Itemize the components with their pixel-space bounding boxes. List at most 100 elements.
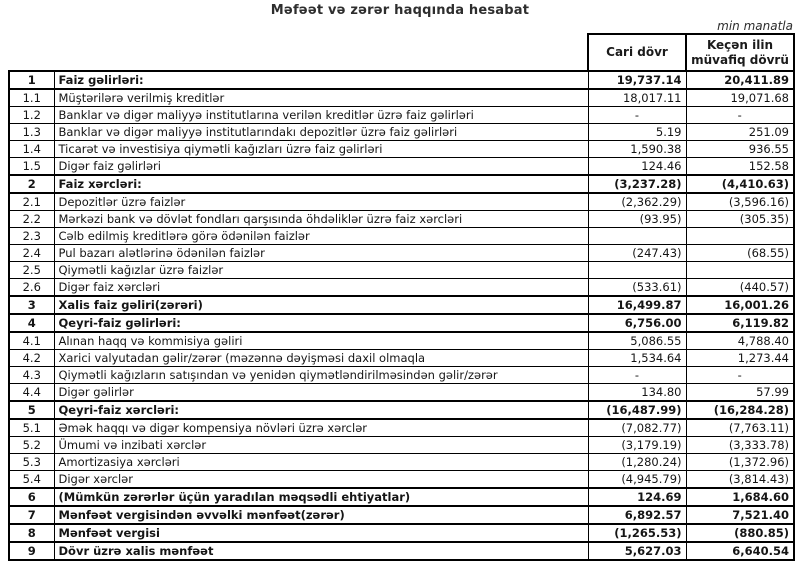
row-label: (Mümkün zərərlər üçün yaradılan məqsədli… [53, 487, 589, 507]
row-number: 2.3 [8, 227, 55, 245]
table-row: 5.3 Amortizasiya xərcləri (1,280.24) (1,… [8, 453, 795, 471]
previous-period-value: 20,411.89 [685, 70, 795, 90]
row-number: 1.3 [8, 123, 55, 141]
previous-period-value: (1,372.96) [685, 453, 795, 471]
current-period-value: (93.95) [587, 210, 687, 228]
table-row: 4.1 Alınan haqq və kommisiya gəliri 5,08… [8, 331, 795, 350]
table-row: 4 Qeyri-faiz gəlirləri: 6,756.00 6,119.8… [8, 313, 795, 333]
previous-period-value: 936.55 [685, 140, 795, 158]
table-row: 1 Faiz gəlirləri: 19,737.14 20,411.89 [8, 70, 795, 90]
row-label: Əmək haqqı və digər kompensiya növləri ü… [53, 418, 589, 437]
row-number: 1.5 [8, 157, 55, 176]
row-number: 5.4 [8, 470, 55, 489]
row-label: Mərkəzi bank və dövlət fondları qarşısın… [53, 210, 589, 228]
table-row: 2.6 Digər faiz xərcləri (533.61) (440.57… [8, 278, 795, 297]
current-period-value: 16,499.87 [587, 295, 687, 315]
row-label: Amortizasiya xərcləri [53, 453, 589, 471]
header-spacer [9, 34, 588, 71]
table-row: 4.4 Digər gəlirlər 134.80 57.99 [8, 383, 795, 402]
previous-period-value [685, 227, 795, 245]
previous-period-value: 19,071.68 [685, 88, 795, 107]
previous-period-value: 7,521.40 [685, 505, 795, 525]
previous-period-value: 4,788.40 [685, 331, 795, 350]
row-number: 1.1 [8, 88, 55, 107]
column-header-current-period: Cari dövr [587, 33, 687, 72]
table-row: 1.4 Ticarət və investisiya qiymətli kağı… [8, 140, 795, 158]
row-number: 5.3 [8, 453, 55, 471]
previous-period-value: 152.58 [685, 157, 795, 176]
table-row: 2 Faiz xərcləri: (3,237.28) (4,410.63) [8, 174, 795, 194]
previous-period-value [685, 261, 795, 279]
table-row: 2.5 Qiymətli kağızlar üzrə faizlər [8, 261, 795, 279]
current-period-value: 124.46 [587, 157, 687, 176]
row-label: Digər gəlirlər [53, 383, 589, 402]
row-label: Ticarət və investisiya qiymətli kağızlar… [53, 140, 589, 158]
current-period-value: 1,534.64 [587, 349, 687, 367]
row-number: 2.1 [8, 192, 55, 211]
row-number: 9 [8, 541, 55, 561]
table-row: 2.2 Mərkəzi bank və dövlət fondları qarş… [8, 210, 795, 228]
row-number: 1.2 [8, 106, 55, 124]
row-label: Müştərilərə verilmiş kreditlər [53, 88, 589, 107]
current-period-value: (3,237.28) [587, 174, 687, 194]
current-period-value: (1,280.24) [587, 453, 687, 471]
row-label: Digər faiz gəlirləri [53, 157, 589, 176]
profit-loss-table: Cari dövr Keçən ilin müvafiq dövrü 1 Fai… [8, 33, 795, 561]
row-number: 2.5 [8, 261, 55, 279]
row-number: 4.4 [8, 383, 55, 402]
previous-period-value: 1,684.60 [685, 487, 795, 507]
row-number: 7 [8, 505, 55, 525]
previous-period-value: 251.09 [685, 123, 795, 141]
table-row: 3 Xalis faiz gəliri(zərəri) 16,499.87 16… [8, 295, 795, 315]
table-row: 5.4 Digər xərclər (4,945.79) (3,814.43) [8, 470, 795, 489]
row-number: 6 [8, 487, 55, 507]
current-period-value: (2,362.29) [587, 192, 687, 211]
previous-period-value: (4,410.63) [685, 174, 795, 194]
previous-period-value: 16,001.26 [685, 295, 795, 315]
current-period-value: 5,627.03 [587, 541, 687, 561]
row-label: Mənfəət vergisi [53, 523, 589, 543]
row-label: Xalis faiz gəliri(zərəri) [53, 295, 589, 315]
table-row: 7 Mənfəət vergisindən əvvəlki mənfəət(zə… [8, 505, 795, 525]
current-period-value: (3,179.19) [587, 436, 687, 454]
row-number: 5.2 [8, 436, 55, 454]
row-number: 8 [8, 523, 55, 543]
row-number: 4.1 [8, 331, 55, 350]
row-label: Faiz gəlirləri: [53, 70, 589, 90]
row-label: Pul bazarı alətlərinə ödənilən faizlər [53, 244, 589, 262]
table-row: 2.3 Cəlb edilmiş kreditlərə görə ödənilə… [8, 227, 795, 245]
previous-period-value: (68.55) [685, 244, 795, 262]
previous-period-value: 57.99 [685, 383, 795, 402]
row-label: Qiymətli kağızlar üzrə faizlər [53, 261, 589, 279]
row-number: 5 [8, 400, 55, 420]
row-label: Ümumi və inzibati xərclər [53, 436, 589, 454]
previous-period-value: (7,763.11) [685, 418, 795, 437]
previous-period-value: 6,119.82 [685, 313, 795, 333]
row-label: Mənfəət vergisindən əvvəlki mənfəət(zərə… [53, 505, 589, 525]
column-header-previous-period: Keçən ilin müvafiq dövrü [685, 33, 795, 72]
row-number: 4.3 [8, 366, 55, 384]
current-period-value: 18,017.11 [587, 88, 687, 107]
table-row: 8 Mənfəət vergisi (1,265.53) (880.85) [8, 523, 795, 543]
previous-period-value: 6,640.54 [685, 541, 795, 561]
table-row: 2.1 Depozitlər üzrə faizlər (2,362.29) (… [8, 192, 795, 211]
row-number: 1 [8, 70, 55, 90]
table-row: 6 (Mümkün zərərlər üçün yaradılan məqsəd… [8, 487, 795, 507]
current-period-value [587, 227, 687, 245]
current-period-value: 134.80 [587, 383, 687, 402]
row-number: 2.4 [8, 244, 55, 262]
row-number: 3 [8, 295, 55, 315]
previous-period-value: (3,333.78) [685, 436, 795, 454]
current-period-value: - [587, 366, 687, 384]
current-period-value: (7,082.77) [587, 418, 687, 437]
table-row: 1.2 Banklar və digər maliyyə institutlar… [8, 106, 795, 124]
row-label: Depozitlər üzrə faizlər [53, 192, 589, 211]
previous-period-value: (3,814.43) [685, 470, 795, 489]
row-label: Dövr üzrə xalis mənfəət [53, 541, 589, 561]
previous-period-value: (305.35) [685, 210, 795, 228]
current-period-value [587, 261, 687, 279]
previous-period-value: - [685, 106, 795, 124]
previous-period-value: (16,284.28) [685, 400, 795, 420]
row-number: 2.2 [8, 210, 55, 228]
